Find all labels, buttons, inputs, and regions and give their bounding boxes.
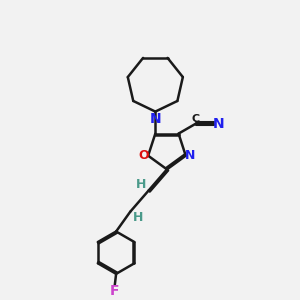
Text: N: N — [149, 112, 161, 126]
Text: H: H — [136, 178, 146, 191]
Text: O: O — [138, 149, 149, 162]
Text: F: F — [110, 284, 119, 298]
Text: N: N — [213, 117, 224, 131]
Text: N: N — [185, 149, 196, 162]
Text: H: H — [132, 211, 143, 224]
Text: C: C — [192, 114, 200, 124]
